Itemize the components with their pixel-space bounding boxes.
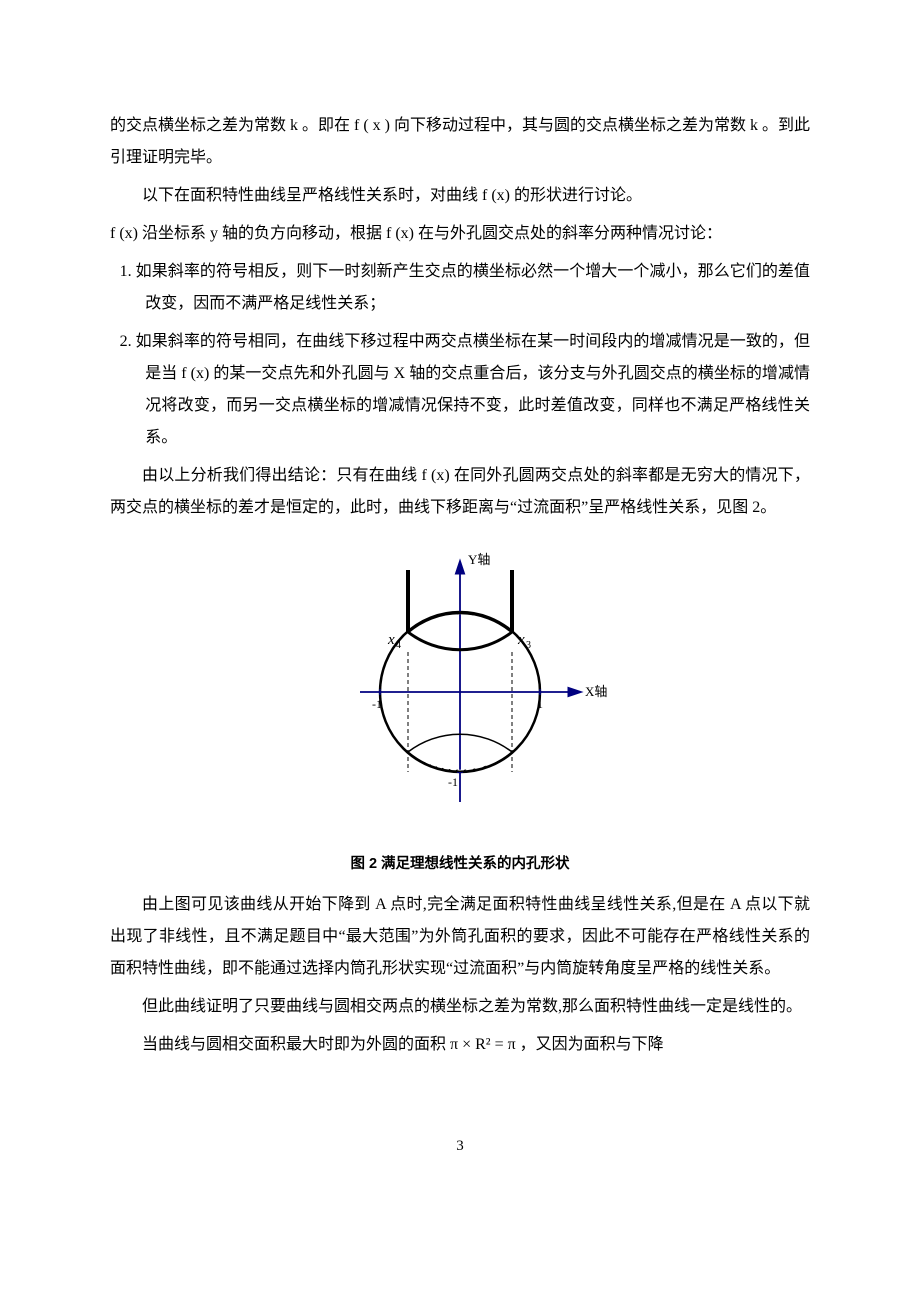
- x4-label: x: [387, 632, 395, 648]
- lower-hatched-region: [400, 717, 558, 787]
- tick-neg1-y: -1: [448, 775, 458, 789]
- paragraph-2: 以下在面积特性曲线呈严格线性关系时，对曲线 f (x) 的形状进行讨论。: [110, 180, 810, 212]
- paragraph-7: 当曲线与圆相交面积最大时即为外圆的面积 π × R² = π ，又因为面积与下降: [110, 1029, 810, 1061]
- svg-text:3: 3: [526, 640, 531, 651]
- list-item-2: 2. 如果斜率的符号相同，在曲线下移过程中两交点横坐标在某一时间段内的增减情况是…: [110, 326, 810, 454]
- page-number: 3: [110, 1131, 810, 1161]
- paragraph-6: 但此曲线证明了只要曲线与圆相交两点的横坐标之差为常数,那么面积特性曲线一定是线性…: [110, 991, 810, 1023]
- list-text-2: 如果斜率的符号相同，在曲线下移过程中两交点横坐标在某一时间段内的增减情况是一致的…: [136, 333, 810, 446]
- figure-2-caption: 图 2 满足理想线性关系的内孔形状: [110, 850, 810, 879]
- upper-hatched-region: [400, 602, 566, 672]
- paragraph-1: 的交点横坐标之差为常数 k 。即在 f ( x ) 向下移动过程中，其与圆的交点…: [110, 110, 810, 174]
- tick-neg1-x: -1: [372, 697, 382, 711]
- x-axis-label: X轴: [585, 684, 607, 699]
- svg-text:4: 4: [396, 640, 401, 651]
- y-axis-label: Y轴: [468, 552, 490, 567]
- x3-label: x: [517, 632, 525, 648]
- list-text-1: 如果斜率的符号相反，则下一时刻新产生交点的横坐标必然一个增大一个减小，那么它们的…: [136, 263, 810, 312]
- figure-2-svg: Y轴 X轴 -1 1 -1: [310, 542, 610, 832]
- tick-pos1-x: 1: [537, 697, 543, 711]
- paragraph-5: 由上图可见该曲线从开始下降到 A 点时,完全满足面积特性曲线呈线性关系,但是在 …: [110, 889, 810, 985]
- list-item-1: 1. 如果斜率的符号相反，则下一时刻新产生交点的横坐标必然一个增大一个减小，那么…: [110, 256, 810, 320]
- list-num-2: 2.: [120, 333, 132, 350]
- paragraph-4: 由以上分析我们得出结论：只有在曲线 f (x) 在同外孔圆两交点处的斜率都是无穷…: [110, 460, 810, 524]
- figure-2: Y轴 X轴 -1 1 -1: [110, 542, 810, 879]
- list-num-1: 1.: [120, 263, 132, 280]
- paragraph-3: f (x) 沿坐标系 y 轴的负方向移动，根据 f (x) 在与外孔圆交点处的斜…: [110, 218, 810, 250]
